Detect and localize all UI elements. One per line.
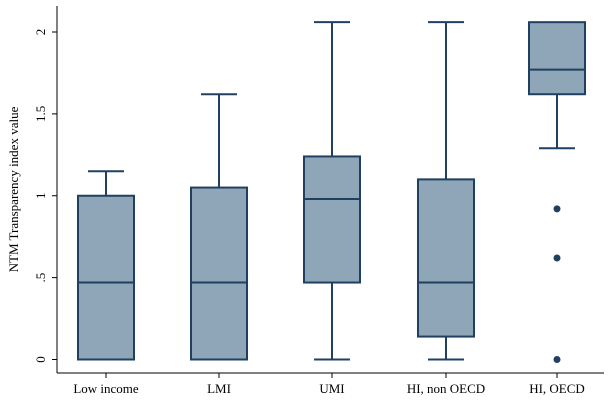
x-tick-label: HI, OECD xyxy=(529,381,585,396)
iqr-box xyxy=(77,194,135,361)
y-tick-label: .5 xyxy=(33,273,48,283)
x-tick-label: Low income xyxy=(73,381,139,396)
y-tick-label: 0 xyxy=(33,356,48,363)
box-group xyxy=(528,21,586,363)
outlier-point xyxy=(553,254,561,262)
box-group xyxy=(303,21,361,361)
outlier-point xyxy=(553,205,561,213)
iqr-box xyxy=(417,178,475,338)
outlier-point xyxy=(553,356,561,363)
y-ticks: 0 .5 1 1.5 2 xyxy=(33,29,57,363)
y-tick-label: 1 xyxy=(33,193,48,200)
x-ticks: Low income LMI UMI HI, non OECD HI, OECD xyxy=(73,373,585,396)
y-axis-label: NTM Transparency index value xyxy=(6,106,21,272)
y-tick-label: 1.5 xyxy=(33,106,48,122)
y-tick-label: 2 xyxy=(33,29,48,36)
axes xyxy=(56,6,604,374)
box-group xyxy=(77,170,135,361)
iqr-box xyxy=(190,186,248,361)
x-tick-label: LMI xyxy=(207,381,231,396)
box-group xyxy=(417,21,475,361)
x-tick-label: HI, non OECD xyxy=(407,381,485,396)
x-tick-label: UMI xyxy=(319,381,344,396)
boxes xyxy=(77,21,586,363)
iqr-box xyxy=(303,155,361,284)
iqr-box xyxy=(528,21,586,96)
box-group xyxy=(190,93,248,361)
